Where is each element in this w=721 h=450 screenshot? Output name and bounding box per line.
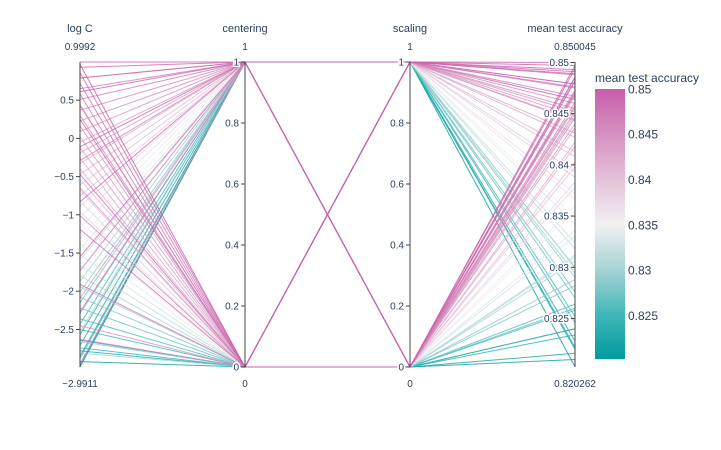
axis-range-min-label: −2.9911 [62,379,98,390]
axis-tick-label: 0.84 [550,160,570,171]
axis[interactable]: scaling 1 0 1 0.8 0.6 0.4 0.2 0 [389,23,428,390]
axis-tick-label: 0.835 [544,212,569,223]
axis-tick-label: −1.5 [54,249,74,260]
data-line [79,236,576,368]
axis-tick-label: 0.8 [225,119,239,130]
data-line [79,334,576,368]
axis-tick-label: −2 [63,287,75,298]
data-line [79,127,576,368]
axis-title: scaling [393,23,427,35]
axis-tick-label: 0 [233,363,239,374]
data-line [79,358,576,368]
data-line [79,260,576,368]
axis-title: log C [67,23,93,35]
axis-tick-label: 0.845 [544,109,569,120]
data-line [79,68,576,368]
axis-range-max-label: 0.9992 [65,42,96,53]
axis-range-min-label: 0 [242,379,248,390]
axis-tick-label: 0.2 [390,302,404,313]
axis-range-max-label: 0.850045 [554,42,596,53]
colorbar-gradient [595,89,625,359]
colorbar-tick-label: 0.85 [628,82,652,96]
data-line [79,285,576,368]
data-line [79,61,576,369]
axis-tick-label: 0.2 [225,302,239,313]
axis-tick-label: 0 [68,134,74,145]
data-line [79,61,576,132]
axis-tick-label: 0.4 [390,241,404,252]
axis-tick-label: 0.4 [225,241,239,252]
axis-tick-label: 1 [398,58,404,69]
axis[interactable]: log C 0.9992 −2.9911 0.5 0 −0.5 −1 −1.5 −2 −2.5 [53,23,99,390]
colorbar-tick-label: 0.84 [628,173,652,187]
data-line [79,117,576,368]
axis-tick-label: 0.5 [60,96,74,107]
axis-tick-label: 0.83 [550,263,570,274]
data-line [79,166,576,368]
colorbar-tick-label: 0.825 [628,309,658,323]
axis-tick-label: 0 [398,363,404,374]
axis-range-min-label: 0 [407,379,413,390]
axes: log C 0.9992 −2.9911 0.5 0 −0.5 −1 −1.5 −2 −2.5 ce… [53,23,623,390]
axis-tick-label: 0.85 [550,58,570,69]
colorbar-tick-label: 0.835 [628,218,658,232]
axis-title: centering [222,23,267,35]
axis-range-max-label: 1 [242,42,248,53]
colorbar-tick-label: 0.845 [628,128,658,142]
axis-title: mean test accuracy [527,23,623,35]
axis-tick-label: 0.825 [544,314,569,325]
data-lines [79,60,576,369]
axis-tick-label: −1 [63,210,75,221]
data-line [80,61,576,67]
axis[interactable]: mean test accuracy 0.850045 0.820262 0.85 0.… [527,23,623,390]
colorbar-tick-label: 0.83 [628,264,652,278]
axis-range-min-label: 0.820262 [554,379,596,390]
axis[interactable]: centering 1 0 1 0.8 0.6 0.4 0.2 0 [222,23,267,390]
axis-tick-label: −0.5 [54,172,74,183]
axis-tick-label: 0.6 [390,180,404,191]
axis-tick-label: 1 [233,58,239,69]
axis-tick-label: −2.5 [54,325,74,336]
axis-range-max-label: 1 [407,42,413,53]
axis-tick-label: 0.8 [390,119,404,130]
axis-tick-label: 0.6 [225,180,239,191]
colorbar-title: mean test accuracy [595,71,699,85]
data-line [79,61,576,282]
